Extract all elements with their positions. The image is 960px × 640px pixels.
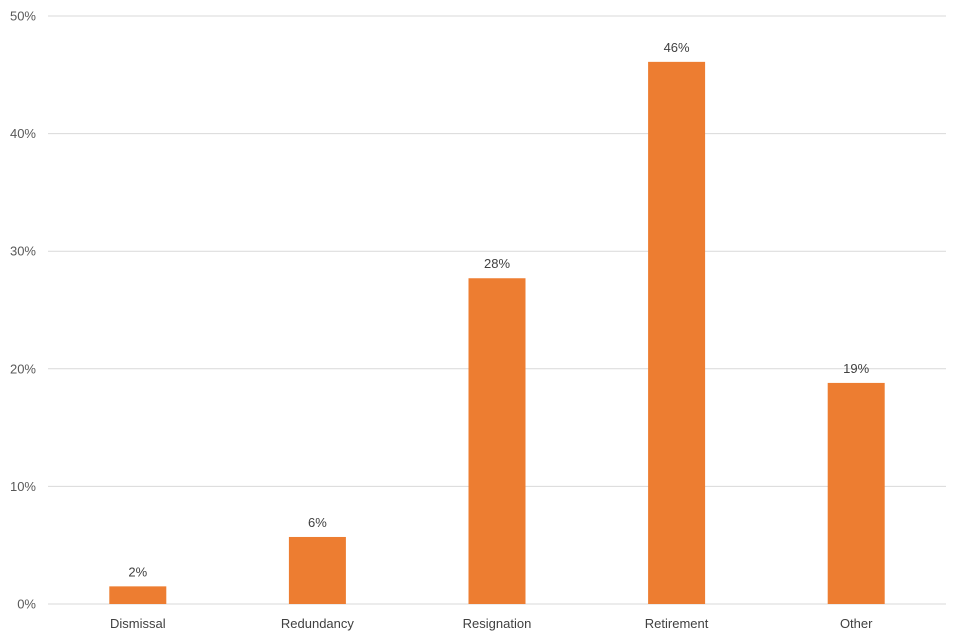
data-label: 6%	[308, 515, 327, 530]
bar	[468, 278, 526, 604]
y-tick-label: 50%	[10, 9, 36, 24]
category-label: Dismissal	[110, 616, 166, 631]
bar	[109, 586, 167, 604]
data-label: 28%	[484, 256, 510, 271]
y-tick-label: 40%	[10, 126, 36, 141]
y-tick-label: 20%	[10, 361, 36, 376]
y-axis-tick-labels: 0% 10% 20% 30% 40% 50%	[10, 9, 36, 612]
data-labels: 2% 6% 28% 46% 19%	[128, 40, 869, 579]
category-labels: Dismissal Redundancy Resignation Retirement…	[110, 616, 873, 631]
category-label: Redundancy	[281, 616, 354, 631]
category-label: Resignation	[463, 616, 532, 631]
category-label: Retirement	[645, 616, 709, 631]
bar	[827, 382, 885, 604]
y-tick-label: 10%	[10, 479, 36, 494]
data-label: 2%	[128, 564, 147, 579]
category-label: Other	[840, 616, 873, 631]
data-label: 19%	[843, 361, 869, 376]
bar	[288, 536, 346, 604]
bar	[648, 61, 706, 604]
bars	[109, 61, 885, 604]
y-tick-label: 0%	[17, 597, 36, 612]
y-tick-label: 30%	[10, 244, 36, 259]
data-label: 46%	[664, 40, 690, 55]
